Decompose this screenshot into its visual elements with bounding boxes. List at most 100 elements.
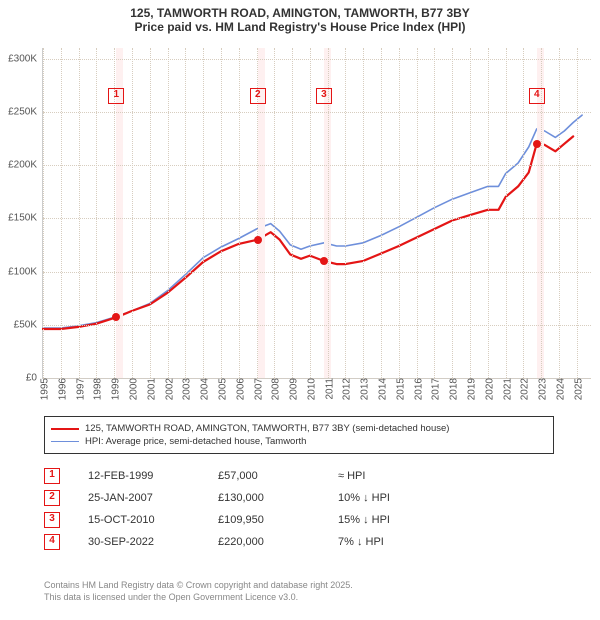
chart-title: 125, TAMWORTH ROAD, AMINGTON, TAMWORTH, … — [0, 0, 600, 35]
sale-marker — [320, 257, 328, 265]
sale-marker — [254, 236, 262, 244]
gridline-v — [363, 48, 364, 378]
sales-index-box: 4 — [44, 534, 60, 550]
title-line2: Price paid vs. HM Land Registry's House … — [0, 20, 600, 34]
gridline-v — [150, 48, 151, 378]
sales-index-box: 1 — [44, 468, 60, 484]
sale-marker — [112, 313, 120, 321]
gridline-v — [417, 48, 418, 378]
gridline-v — [239, 48, 240, 378]
y-tick-label: £250K — [8, 106, 43, 117]
x-tick-label: 1999 — [107, 378, 122, 400]
sales-price: £57,000 — [218, 470, 338, 482]
gridline-v — [168, 48, 169, 378]
x-tick-label: 2012 — [338, 378, 353, 400]
legend-row: HPI: Average price, semi-detached house,… — [51, 436, 547, 447]
gridline-v — [43, 48, 44, 378]
sales-date: 15-OCT-2010 — [88, 514, 218, 526]
gridline-v — [221, 48, 222, 378]
sales-index-box: 2 — [44, 490, 60, 506]
sales-price: £130,000 — [218, 492, 338, 504]
gridline-v — [274, 48, 275, 378]
sales-date: 12-FEB-1999 — [88, 470, 218, 482]
plot-area: £0£50K£100K£150K£200K£250K£300K199519961… — [42, 48, 591, 379]
gridline-v — [310, 48, 311, 378]
sales-index-box: 3 — [44, 512, 60, 528]
y-tick-label: £150K — [8, 213, 43, 224]
x-tick-label: 2013 — [356, 378, 371, 400]
gridline-h — [43, 112, 591, 113]
gridline-v — [523, 48, 524, 378]
gridline-h — [43, 59, 591, 60]
callout-box: 2 — [250, 88, 266, 104]
x-tick-label: 2007 — [249, 378, 264, 400]
x-tick-label: 2023 — [534, 378, 549, 400]
x-tick-label: 2009 — [285, 378, 300, 400]
legend-label: 125, TAMWORTH ROAD, AMINGTON, TAMWORTH, … — [85, 423, 449, 434]
x-tick-label: 2024 — [551, 378, 566, 400]
y-tick-label: £300K — [8, 53, 43, 64]
gridline-h — [43, 165, 591, 166]
chart-root: 125, TAMWORTH ROAD, AMINGTON, TAMWORTH, … — [0, 0, 600, 620]
gridline-v — [185, 48, 186, 378]
x-tick-label: 2011 — [320, 378, 335, 400]
gridline-v — [399, 48, 400, 378]
sales-table: 112-FEB-1999£57,000≈ HPI225-JAN-2007£130… — [44, 462, 390, 556]
gridline-v — [577, 48, 578, 378]
callout-box: 3 — [316, 88, 332, 104]
gridline-v — [506, 48, 507, 378]
gridline-v — [488, 48, 489, 378]
x-tick-label: 2025 — [569, 378, 584, 400]
legend-swatch — [51, 441, 79, 442]
sales-row: 3 15-OCT-2010£109,95015% ↓ HPI — [44, 512, 390, 528]
x-tick-label: 2002 — [160, 378, 175, 400]
sales-comparison: ≈ HPI — [338, 470, 390, 482]
legend-label: HPI: Average price, semi-detached house,… — [85, 436, 306, 447]
legend-swatch — [51, 428, 79, 430]
gridline-v — [345, 48, 346, 378]
x-tick-label: 2003 — [178, 378, 193, 400]
y-tick-label: £50K — [14, 319, 43, 330]
gridline-v — [559, 48, 560, 378]
callout-box: 4 — [529, 88, 545, 104]
gridline-v — [434, 48, 435, 378]
sales-price: £109,950 — [218, 514, 338, 526]
attrib-line2: This data is licensed under the Open Gov… — [44, 592, 353, 604]
y-tick-label: £100K — [8, 266, 43, 277]
gridline-v — [292, 48, 293, 378]
gridline-v — [470, 48, 471, 378]
gridline-v — [61, 48, 62, 378]
x-tick-label: 2022 — [516, 378, 531, 400]
x-tick-label: 2017 — [427, 378, 442, 400]
x-tick-label: 2018 — [445, 378, 460, 400]
x-tick-label: 1996 — [53, 378, 68, 400]
x-tick-label: 2008 — [267, 378, 282, 400]
sales-row: 1 12-FEB-1999£57,000≈ HPI — [44, 468, 390, 484]
x-tick-label: 2010 — [302, 378, 317, 400]
series-line-hpi — [43, 115, 582, 328]
y-tick-label: £200K — [8, 160, 43, 171]
sales-date: 30-SEP-2022 — [88, 536, 218, 548]
x-tick-label: 2005 — [213, 378, 228, 400]
x-tick-label: 2020 — [480, 378, 495, 400]
gridline-h — [43, 325, 591, 326]
x-tick-label: 1998 — [89, 378, 104, 400]
sale-marker — [533, 140, 541, 148]
x-tick-label: 2021 — [498, 378, 513, 400]
sales-comparison: 15% ↓ HPI — [338, 514, 390, 526]
legend-row: 125, TAMWORTH ROAD, AMINGTON, TAMWORTH, … — [51, 423, 547, 434]
attrib-line1: Contains HM Land Registry data © Crown c… — [44, 580, 353, 592]
x-tick-label: 2019 — [463, 378, 478, 400]
sales-comparison: 10% ↓ HPI — [338, 492, 390, 504]
gridline-v — [452, 48, 453, 378]
title-line1: 125, TAMWORTH ROAD, AMINGTON, TAMWORTH, … — [0, 6, 600, 20]
x-tick-label: 2014 — [374, 378, 389, 400]
x-tick-label: 2006 — [231, 378, 246, 400]
gridline-v — [79, 48, 80, 378]
sales-price: £220,000 — [218, 536, 338, 548]
x-tick-label: 1997 — [71, 378, 86, 400]
gridline-h — [43, 218, 591, 219]
gridline-v — [203, 48, 204, 378]
x-tick-label: 1995 — [36, 378, 51, 400]
x-tick-label: 2001 — [142, 378, 157, 400]
